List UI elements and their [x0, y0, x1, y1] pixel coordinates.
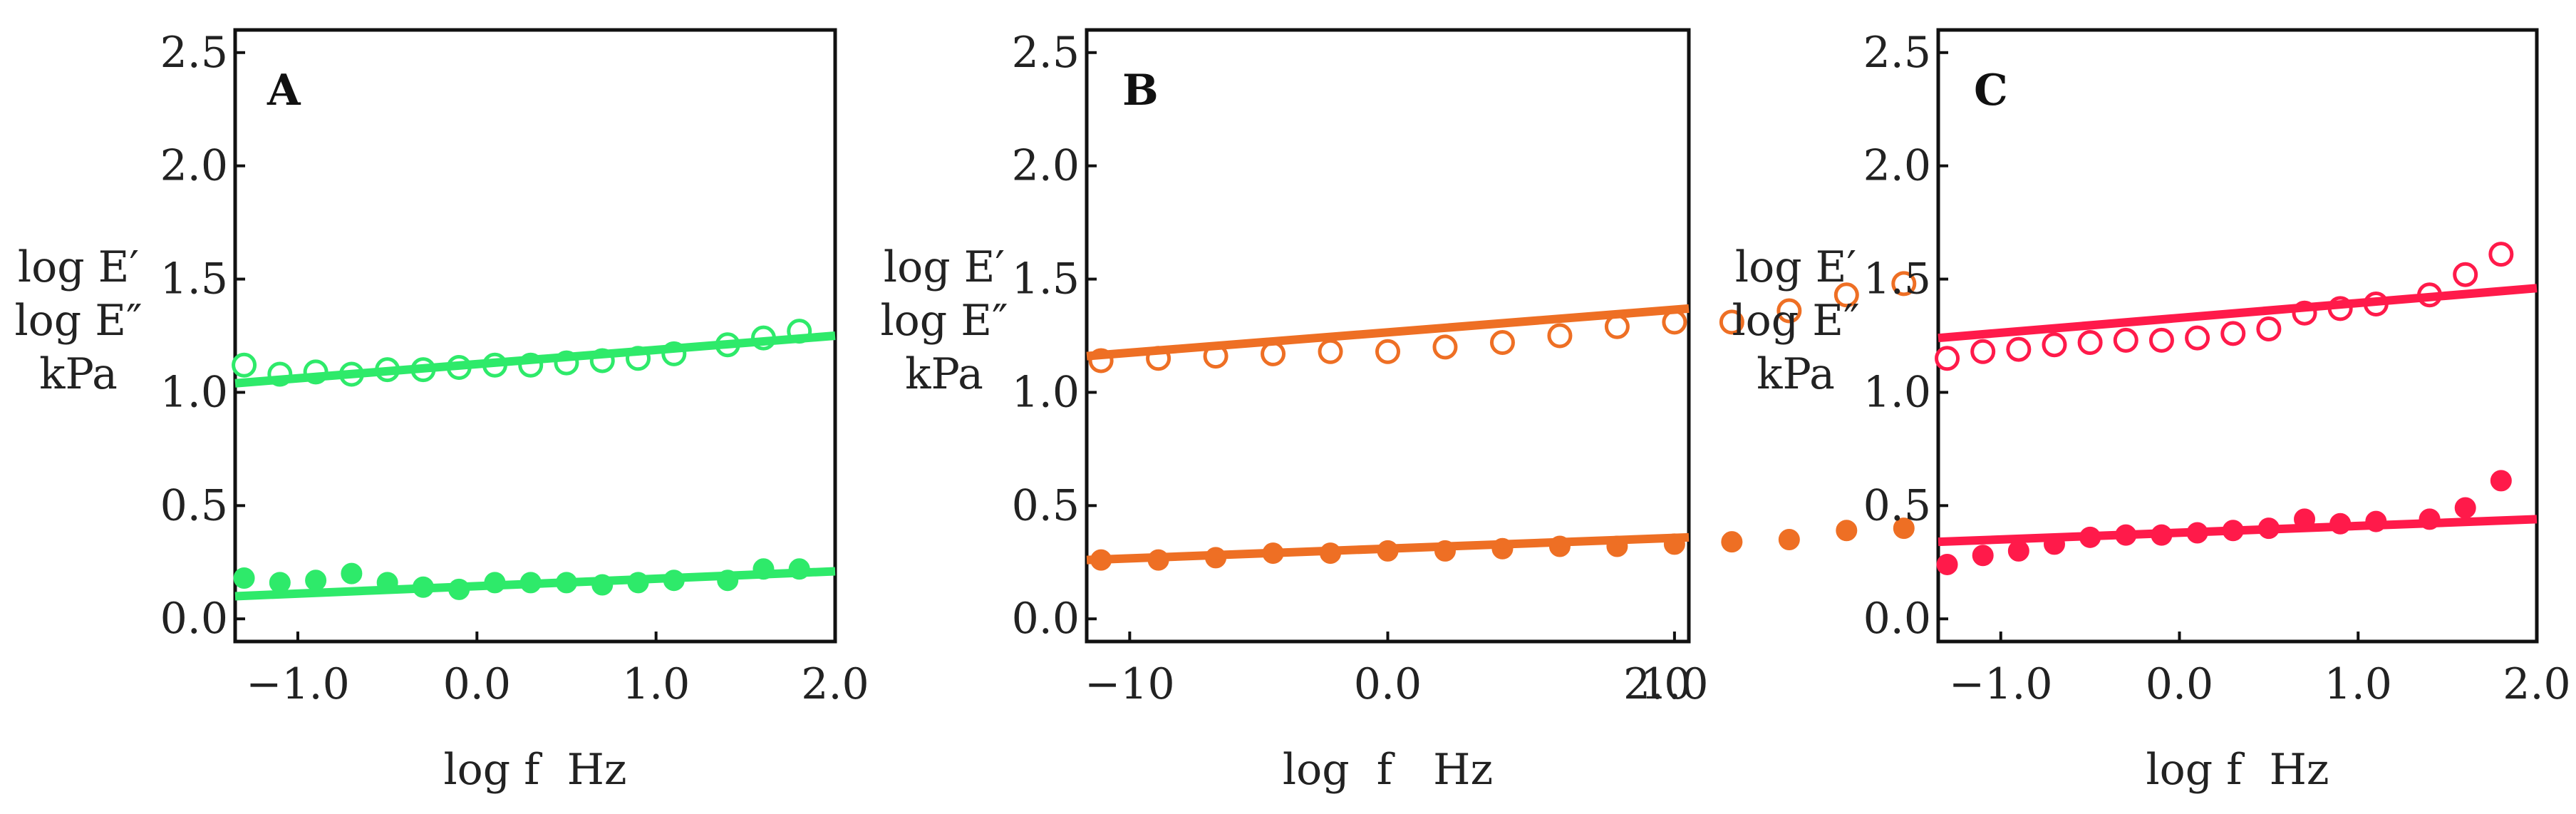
fit-line — [1086, 532, 1690, 565]
y-tick-label: 2.0 — [1863, 141, 1931, 191]
storage-modulus-point — [1489, 330, 1515, 356]
x-tick-label: 1.0 — [622, 659, 690, 709]
storage-modulus-point — [2077, 330, 2103, 356]
loss-modulus-point — [269, 572, 291, 594]
storage-modulus-point — [2042, 332, 2067, 358]
x-tick-label: 2.0 — [801, 659, 869, 709]
y-tick-label: 2.0 — [1012, 141, 1080, 191]
y-tick-label: 0.0 — [1863, 594, 1931, 644]
y-axis-title-line: kPa — [39, 349, 118, 399]
x-axis-title: log f Hz — [2146, 745, 2329, 795]
storage-modulus-point — [1662, 309, 1687, 335]
y-axis-title-line: log E″ — [1732, 296, 1859, 346]
x-tick-label: 2.0 — [2503, 659, 2570, 709]
y-tick-label: 0.5 — [160, 480, 228, 530]
fit-line — [234, 331, 836, 388]
y-axis-title-line: log E′ — [884, 242, 1005, 292]
storage-modulus-point — [1375, 339, 1400, 364]
y-tick-label: 0.0 — [1012, 594, 1080, 644]
panel-letter: A — [267, 66, 301, 115]
y-axis-title-line: log E′ — [1735, 242, 1856, 292]
x-tick-label: 0.0 — [443, 659, 511, 709]
storage-modulus-point — [1432, 334, 1458, 360]
storage-modulus-point — [1891, 271, 1917, 297]
y-tick-label: 0.5 — [1012, 480, 1080, 530]
fit-line — [1938, 284, 2538, 343]
x-axis-title: log f Hz — [443, 745, 626, 795]
y-tick-label: 2.5 — [1012, 28, 1080, 78]
storage-modulus-point — [2488, 242, 2514, 267]
storage-modulus-point — [1318, 339, 1343, 364]
y-axis-title-line: log E″ — [880, 296, 1008, 346]
panel-letter: C — [1974, 66, 2008, 115]
x-tick-label: 0.0 — [2146, 659, 2213, 709]
storage-modulus-point — [2006, 336, 2032, 362]
storage-modulus-point — [1776, 298, 1802, 324]
storage-modulus-point — [1833, 282, 1859, 308]
loss-modulus-point — [1721, 531, 1743, 553]
y-axis-title-line: kPa — [905, 349, 983, 399]
panel-letter: B — [1122, 66, 1159, 115]
storage-modulus-point — [1719, 309, 1744, 335]
x-tick-label: −1.0 — [1949, 659, 2053, 709]
fit-line — [1086, 304, 1690, 361]
x-tick-label: 1.0 — [1640, 659, 1708, 709]
storage-modulus-point — [2113, 327, 2138, 353]
plot-frame — [233, 28, 837, 644]
y-tick-label: 1.0 — [160, 367, 228, 417]
x-tick-label: −1.0 — [246, 659, 350, 709]
storage-modulus-point — [1970, 339, 1996, 364]
y-tick-label: 1.5 — [1012, 254, 1080, 304]
storage-modulus-point — [2220, 321, 2246, 346]
loss-modulus-point — [341, 562, 363, 584]
fit-line — [1938, 515, 2538, 547]
y-tick-label: 1.5 — [160, 254, 228, 304]
y-tick-label: 2.5 — [160, 28, 228, 78]
x-axis-title: log f Hz — [1283, 745, 1493, 795]
y-tick-label: 0.5 — [1863, 480, 1931, 530]
loss-modulus-point — [305, 570, 327, 592]
y-axis-title-line: log E″ — [14, 296, 142, 346]
storage-modulus-point — [1604, 314, 1630, 339]
loss-modulus-point — [1972, 545, 1994, 567]
x-tick-label: −10 — [1085, 659, 1175, 709]
y-tick-label: 1.0 — [1863, 367, 1931, 417]
y-tick-label: 0.0 — [160, 594, 228, 644]
storage-modulus-point — [1547, 323, 1573, 349]
y-tick-label: 2.5 — [1863, 28, 1931, 78]
storage-modulus-point — [2453, 262, 2478, 287]
loss-modulus-point — [2454, 497, 2476, 519]
storage-modulus-point — [232, 352, 257, 378]
loss-modulus-point — [233, 567, 255, 589]
x-tick-label: 1.0 — [2324, 659, 2392, 709]
y-tick-label: 2.0 — [160, 141, 228, 191]
y-tick-label: 1.5 — [1863, 254, 1931, 304]
storage-modulus-point — [1935, 346, 1960, 371]
loss-modulus-point — [2490, 470, 2512, 492]
storage-modulus-point — [2148, 327, 2174, 353]
y-axis-title-line: log E′ — [18, 242, 139, 292]
storage-modulus-point — [2256, 316, 2282, 341]
x-tick-label: 2.0 — [1623, 659, 1691, 709]
storage-modulus-point — [2185, 325, 2210, 351]
loss-modulus-point — [1893, 517, 1915, 540]
storage-modulus-point — [1261, 341, 1286, 366]
loss-modulus-point — [2007, 540, 2029, 562]
x-tick-label: 0.0 — [1354, 659, 1422, 709]
loss-modulus-point — [1836, 520, 1858, 542]
y-tick-label: 1.0 — [1012, 367, 1080, 417]
y-axis-title-line: kPa — [1757, 349, 1835, 399]
fit-line — [234, 567, 836, 601]
loss-modulus-point — [1778, 529, 1800, 550]
loss-modulus-point — [1936, 553, 1958, 575]
